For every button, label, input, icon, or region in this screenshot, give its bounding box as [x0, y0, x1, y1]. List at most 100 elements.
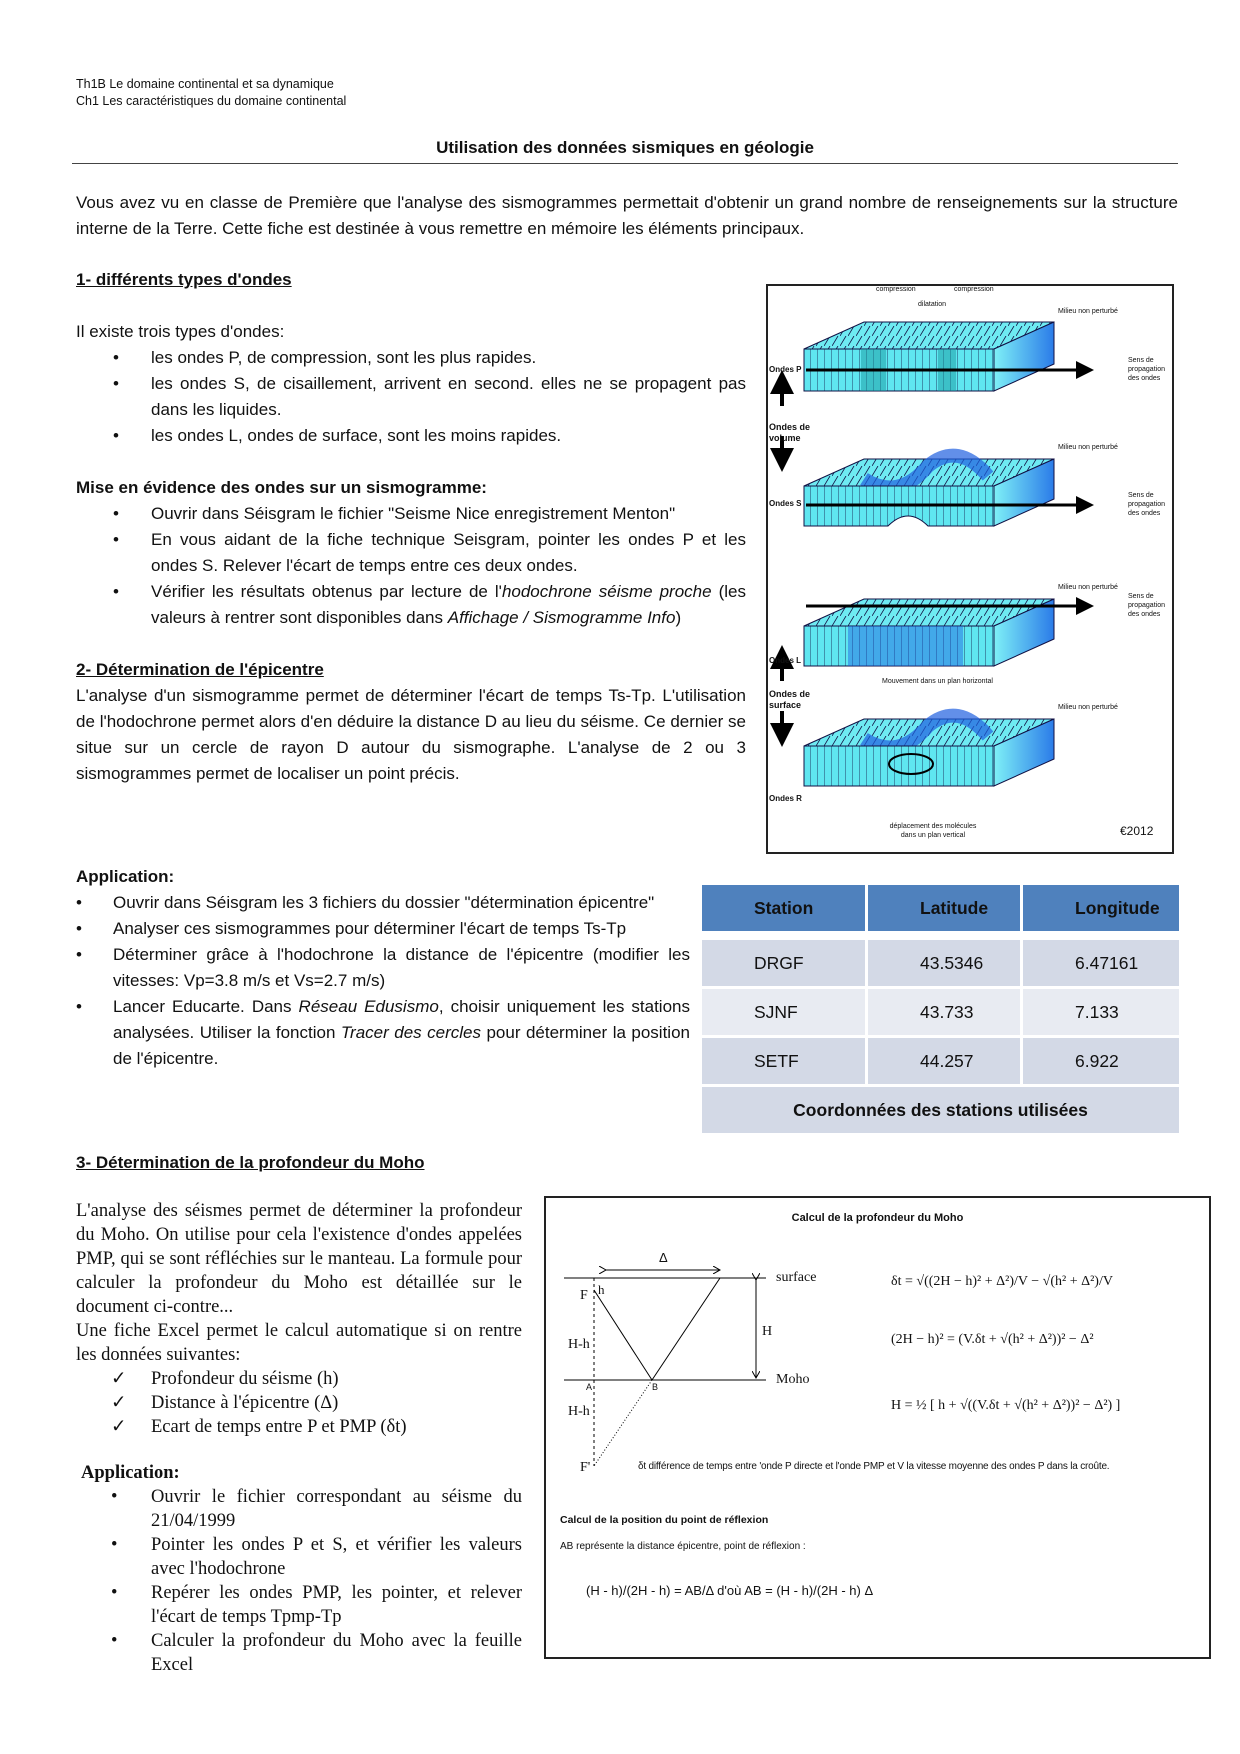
list-item-text: Déterminer grâce à l'hodochrone la dista…	[113, 945, 690, 990]
list-item-text: Lancer Educarte. Dans	[113, 997, 299, 1016]
label-l-waves: Ondes L	[769, 656, 802, 665]
application-heading: Application:	[81, 1463, 180, 1483]
cell-latitude: 43.733	[868, 989, 1020, 1035]
seismic-waves-figure: compression compression dilatation Milie…	[766, 284, 1174, 854]
cell-station: DRGF	[702, 940, 865, 986]
p-wave-block	[803, 321, 1094, 392]
label-dilatation: dilatation	[918, 301, 947, 308]
checkmark-icon: ✓	[111, 1417, 127, 1437]
label-H-minus-h: H-h	[568, 1404, 590, 1419]
copyright: €2012	[1120, 824, 1154, 838]
label-s-waves: Ondes S	[769, 499, 802, 508]
list-item: • En vous aidant de la fiche technique Se…	[113, 530, 746, 575]
section-1-heading: 1- différents types d'ondes	[76, 270, 292, 289]
section-2-heading: 2- Détermination de l'épicentre	[76, 660, 324, 679]
cell-latitude: 44.257	[868, 1038, 1020, 1084]
application-list: • Ouvrir le fichier correspondant au séis…	[76, 1485, 522, 1677]
table-row: SJNF 43.733 7.133	[702, 989, 1179, 1035]
header-chapter: Ch1 Les caractéristiques du domaine cont…	[76, 94, 347, 108]
list-item: • Ouvrir dans Séisgram les 3 fichiers du …	[76, 893, 655, 912]
list-item-text: Analyser ces sismogrammes pour détermine…	[113, 919, 627, 938]
label-H: H	[762, 1324, 773, 1339]
label-propagation: Sens de propagation des ondes	[1128, 492, 1165, 517]
list-item: • Déterminer grâce à l'hodochrone la dist…	[76, 945, 690, 990]
list-item: • Repérer les ondes PMP, les pointer, et …	[111, 1583, 522, 1627]
label-surface-waves: Ondes de surface	[769, 689, 811, 710]
label-h: h	[598, 1282, 605, 1297]
list-item: • Analyser ces sismogrammes pour détermin…	[76, 919, 627, 938]
label-propagation: Sens de propagation des ondes	[1128, 593, 1165, 618]
incident-ray	[593, 1289, 653, 1381]
intro-paragraph: Vous avez vu en classe de Première que l…	[76, 193, 1178, 238]
title-divider	[72, 163, 1178, 164]
checklist-item: ✓ Ecart de temps entre P et PMP (δt)	[111, 1417, 407, 1437]
label-compression: compression	[876, 286, 916, 293]
italic-term: hodochrone séisme proche	[501, 582, 712, 601]
label-F: F	[580, 1288, 588, 1303]
label-surface: surface	[776, 1270, 817, 1285]
label-volume-waves: Ondes de volume	[769, 422, 811, 443]
label-undisturbed: Milieu non perturbé	[1058, 704, 1118, 711]
label-undisturbed: Milieu non perturbé	[1058, 584, 1118, 591]
checkmark-icon: ✓	[111, 1393, 127, 1413]
label-undisturbed: Milieu non perturbé	[1058, 444, 1118, 451]
label-propagation: Sens de propagation des ondes	[1128, 357, 1165, 382]
cell-station: SJNF	[702, 989, 865, 1035]
italic-term: Affichage / Sismogramme Info	[447, 608, 676, 627]
reflection-text: AB représente la distance épicentre, poi…	[560, 1541, 806, 1552]
label-undisturbed: Milieu non perturbé	[1058, 308, 1118, 315]
list-item-text: )	[675, 608, 682, 627]
list-item-text: les ondes S, de cisaillement, arrivent e…	[151, 374, 746, 419]
list-item-text: pour déterminer la position de l'épicent…	[113, 1023, 690, 1068]
reflection-title: Calcul de la position du point de réflex…	[560, 1514, 769, 1526]
section-1: 1- différents types d'ondes Il existe tr…	[76, 267, 746, 787]
formula-H: H = ½ [ h + √((V.δt + √(h² + Δ²))² − Δ²)…	[891, 1398, 1121, 1413]
list-item: • Lancer Educarte. Dans Réseau Edusismo, …	[76, 997, 690, 1068]
seismogram-subheading: Mise en évidence des ondes sur un sismog…	[76, 478, 487, 497]
label-p-waves: Ondes P	[769, 365, 802, 374]
column-header-station: Station	[702, 885, 865, 931]
cell-longitude: 6.922	[1023, 1038, 1179, 1084]
cell-latitude: 43.5346	[868, 940, 1020, 986]
section-2-application: Application: • Ouvrir dans Séisgram les 3…	[76, 864, 690, 1072]
page-title: Utilisation des données sismiques en géo…	[436, 138, 814, 157]
virtual-ray	[593, 1379, 653, 1467]
list-item-text: les ondes L, ondes de surface, sont les …	[151, 426, 562, 445]
cell-station: SETF	[702, 1038, 865, 1084]
label-r-waves: Ondes R	[769, 794, 802, 803]
list-item-text: Vérifier les résultats obtenus par lectu…	[151, 582, 502, 601]
waves-illustration	[770, 321, 1094, 787]
table-row: SETF 44.257 6.922	[702, 1038, 1179, 1084]
list-item: • Calculer la profondeur du Moho avec la …	[111, 1631, 522, 1675]
label-vertical-motion: déplacement des molécules dans un plan ve…	[889, 823, 977, 839]
column-header-latitude: Latitude	[868, 885, 1020, 931]
label-horizontal-motion: Mouvement dans un plan horizontal	[882, 678, 993, 685]
list-item: • Ouvrir dans Séisgram le fichier "Seisme…	[113, 504, 676, 523]
table-row: DRGF 43.5346 6.47161	[702, 940, 1179, 986]
checklist-item: ✓ Distance à l'épicentre (Δ)	[111, 1393, 339, 1413]
header-theme: Th1B Le domaine continental et sa dynami…	[76, 77, 334, 91]
wave-types-lead: Il existe trois types d'ondes:	[76, 322, 285, 341]
document-header: Th1B Le domaine continental et sa dynami…	[76, 76, 346, 110]
stations-table: Station Latitude Longitude DRGF 43.5346 6.…	[699, 882, 1182, 1136]
formula-delta-t: δt = √((2H − h)² + Δ²)/V − √(h² + Δ²)/V	[891, 1274, 1113, 1289]
table-header-row: Station Latitude Longitude	[702, 885, 1179, 931]
reflected-ray	[651, 1277, 721, 1381]
section-2-paragraph: L'analyse d'un sismogramme permet de dét…	[76, 686, 746, 783]
moho-figure-title: Calcul de la profondeur du Moho	[791, 1212, 964, 1224]
italic-term: Tracer des cercles	[340, 1023, 481, 1042]
l-wave-block	[803, 597, 1094, 667]
s-wave-block	[803, 448, 1094, 527]
formula-note: δt différence de temps entre 'onde P dir…	[638, 1461, 1110, 1472]
label-compression: compression	[954, 286, 994, 293]
moho-depth-figure: Calcul de la profondeur du Moho Δ surfac…	[544, 1196, 1211, 1659]
list-item-text: Ouvrir dans Séisgram les 3 fichiers du d…	[113, 893, 655, 912]
list-item: • les ondes L, ondes de surface, sont les…	[113, 426, 562, 445]
section-3-paragraph-2: Une fiche Excel permet le calcul automat…	[76, 1321, 522, 1365]
list-item: • Vérifier les résultats obtenus par lect…	[113, 582, 746, 627]
italic-term: Réseau Edusismo	[298, 997, 439, 1016]
cell-longitude: 7.133	[1023, 989, 1179, 1035]
list-item: • les ondes S, de cisaillement, arrivent …	[113, 374, 746, 419]
checkmark-icon: ✓	[111, 1369, 127, 1389]
formula-squared: (2H − h)² = (V.δt + √(h² + Δ²))² − Δ²	[891, 1332, 1094, 1347]
